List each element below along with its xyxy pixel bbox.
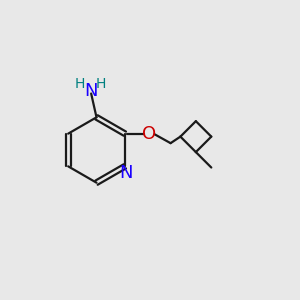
Text: N: N [84,82,98,100]
Text: H: H [75,77,85,91]
Text: O: O [142,125,156,143]
Text: H: H [95,77,106,91]
Text: N: N [120,164,133,182]
